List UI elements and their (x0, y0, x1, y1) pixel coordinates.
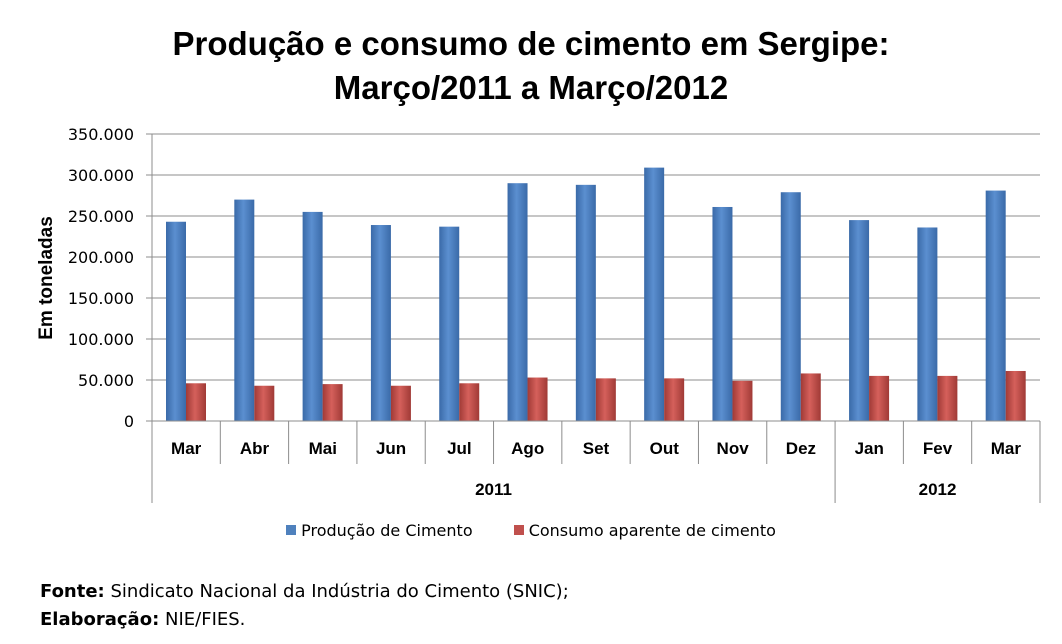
bar-consumption (800, 373, 821, 421)
y-axis-ticks: 0 50.000 100.000 150.000 200.000 250.000 300.0… (68, 125, 153, 431)
chart-title-line-1: Produção e consumo de cimento em Sergipe… (172, 25, 890, 62)
chart-title: Produção e consumo de cimento em Sergipe… (0, 22, 1062, 110)
bar-consumption (937, 375, 958, 421)
y-tick-label: 150.000 (68, 289, 134, 308)
bar-production (780, 192, 801, 421)
x-tick-label: Out (650, 439, 680, 458)
legend: Produção de Cimento Consumo aparente de … (0, 520, 1062, 540)
y-tick-label: 350.000 (68, 125, 134, 144)
bar-production (439, 226, 460, 421)
prep-text: NIE/FIES. (159, 609, 246, 630)
bar-production (849, 220, 870, 421)
y-tick-label: 300.000 (68, 166, 134, 185)
bar-consumption (459, 383, 480, 421)
x-tick-label: Ago (511, 439, 544, 458)
group-label: 2012 (919, 480, 957, 499)
legend-label-production: Produção de Cimento (301, 520, 473, 540)
bar-production (234, 199, 255, 421)
bars (166, 167, 1026, 421)
x-tick-label: Jun (376, 439, 406, 458)
bar-production (166, 221, 186, 421)
chart-title-line-2: Março/2011 a Março/2012 (333, 69, 729, 106)
group-label: 2011 (475, 480, 512, 499)
bar-consumption (1005, 370, 1026, 421)
x-axis: Mar Abr Mai Jun Jul Ago Set Out Nov Dez Jan Fev Mar 2… (151, 420, 1041, 503)
x-tick-label: Jan (855, 439, 884, 458)
bar-production (507, 183, 528, 421)
source-label: Fonte: (40, 581, 105, 602)
x-tick-label: Nov (717, 439, 750, 458)
y-tick-label: 50.000 (78, 371, 134, 390)
bar-consumption (527, 377, 548, 421)
x-tick-label: Dez (786, 439, 816, 458)
legend-swatch-production (286, 525, 297, 535)
bar-consumption (390, 385, 411, 421)
bar-production (985, 190, 1006, 421)
prep-line: Elaboração: NIE/FIES. (40, 606, 569, 634)
y-tick-label: 0 (124, 412, 134, 431)
bar-consumption (732, 380, 753, 421)
source-line: Fonte: Sindicato Nacional da Indústria d… (40, 578, 569, 606)
bar-production (917, 227, 938, 421)
prep-label: Elaboração: (40, 609, 160, 630)
gridlines (152, 133, 1040, 381)
x-tick-label: Mar (991, 439, 1022, 458)
bar-production (644, 167, 665, 421)
x-tick-label: Abr (240, 439, 270, 458)
bar-consumption (254, 385, 275, 421)
x-tick-label: Mai (309, 439, 337, 458)
bar-chart: 0 50.000 100.000 150.000 200.000 250.000 300.0… (36, 125, 1041, 503)
y-tick-label: 100.000 (68, 330, 134, 349)
bar-consumption (869, 375, 890, 421)
legend-item-production: Produção de Cimento (286, 521, 473, 540)
bar-consumption (595, 378, 616, 421)
bar-production (575, 184, 596, 421)
y-tick-label: 250.000 (68, 207, 134, 226)
source-text: Sindicato Nacional da Indústria do Cimen… (104, 581, 569, 602)
bar-consumption (664, 378, 685, 421)
y-axis-label: Em toneladas (36, 216, 57, 340)
legend-label-consumption: Consumo aparente de cimento (528, 520, 776, 540)
y-tick-label: 200.000 (68, 248, 134, 267)
bar-production (302, 211, 323, 421)
footer: Fonte: Sindicato Nacional da Indústria d… (40, 578, 569, 634)
bar-consumption (322, 384, 343, 421)
x-tick-label: Jul (447, 439, 472, 458)
x-tick-label: Set (583, 439, 610, 458)
bar-production (712, 206, 733, 421)
legend-item-consumption: Consumo aparente de cimento (513, 520, 776, 540)
bar-consumption (186, 383, 206, 421)
x-tick-label: Fev (923, 439, 953, 458)
bar-production (370, 225, 391, 421)
x-tick-label: Mar (171, 439, 202, 458)
legend-swatch-consumption (513, 525, 524, 535)
